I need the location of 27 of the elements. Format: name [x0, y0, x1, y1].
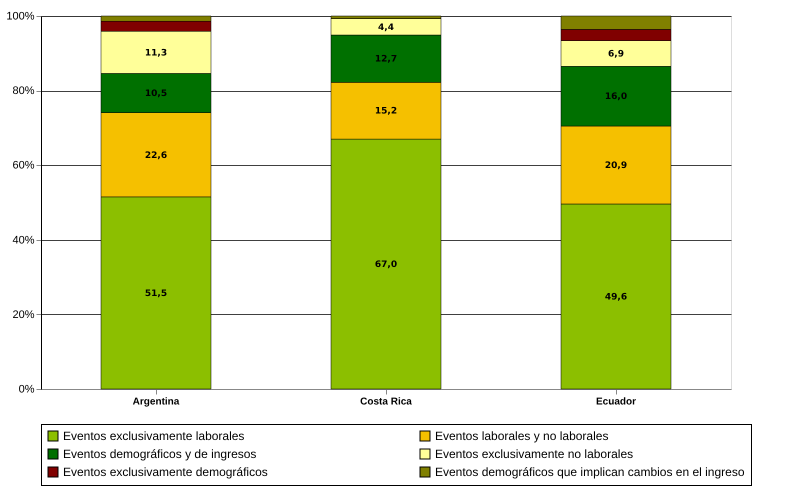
data-label: 22,6 [144, 150, 168, 161]
x-tick-label: Costa Rica [360, 396, 412, 408]
data-label: 12,7 [374, 54, 398, 65]
data-label: 67,0 [374, 260, 398, 270]
data-label: 10,5 [144, 89, 168, 100]
data-label: 11,3 [144, 48, 168, 58]
legend-label: Eventos demográficos que implican cambios en el ingreso [435, 465, 745, 479]
data-label: 4,4 [378, 22, 394, 33]
legend-label: Eventos laborales y no laborales [435, 429, 608, 443]
data-label: 16,0 [604, 92, 628, 102]
x-tick-label: Ecuador [596, 396, 636, 408]
legend-label: Eventos exclusivamente demográficos [63, 465, 268, 479]
data-label: 15,2 [374, 106, 398, 117]
y-tick-label: 20% [12, 308, 35, 321]
legend-label: Eventos exclusivamente laborales [63, 429, 244, 443]
data-label: 20,9 [604, 161, 628, 172]
y-tick-label: 40% [12, 234, 35, 246]
y-tick-label: 60% [12, 160, 35, 172]
data-label: 49,6 [604, 292, 628, 302]
legend-label: Eventos demográficos y de ingresos [63, 447, 256, 461]
y-tick-label: 100% [6, 10, 35, 22]
data-label: 6,9 [608, 49, 624, 60]
y-tick-label: 80% [12, 85, 35, 98]
legend-label: Eventos exclusivamente no laborales [435, 447, 634, 461]
data-label: 51,5 [144, 288, 168, 299]
x-tick-label: Argentina [132, 396, 180, 408]
y-tick-label: 0% [18, 384, 35, 396]
